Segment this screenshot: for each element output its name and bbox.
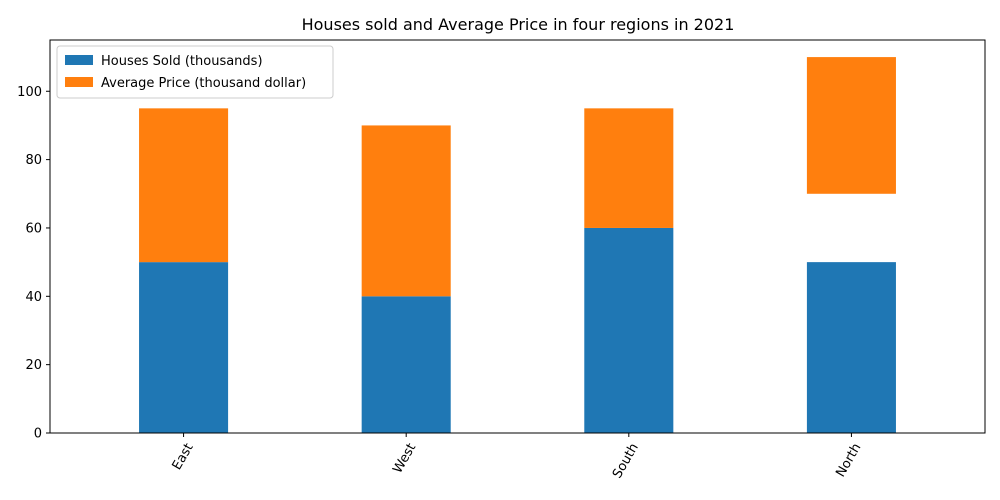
x-tick-label-north: North [833, 441, 864, 480]
legend-swatch-series2 [65, 77, 93, 87]
x-tick-label-south: South [610, 441, 642, 481]
legend: Houses Sold (thousands) Average Price (th… [56, 45, 334, 99]
y-tick-label: 40 [25, 290, 42, 305]
bar-series2-north [806, 57, 896, 194]
y-tick-label: 100 [17, 85, 42, 100]
legend-box [56, 45, 334, 99]
bar-series1-north [806, 262, 896, 433]
bar-series1-east [139, 262, 229, 433]
legend-label-series2: Average Price (thousand dollar) [101, 76, 306, 91]
bar-series1-west [361, 296, 451, 433]
bar-series1-south [584, 227, 674, 433]
x-tick-label-east: East [170, 441, 197, 473]
y-tick-label: 80 [25, 153, 42, 168]
bars-layer [139, 57, 896, 433]
y-tick-label: 60 [25, 221, 42, 236]
chart-title: Houses sold and Average Price in four re… [302, 15, 735, 34]
plot-frame [49, 39, 986, 434]
bar-series2-west [361, 125, 451, 297]
bar-series2-east [139, 108, 229, 263]
bar-series2-south [584, 108, 674, 228]
legend-swatch-series1 [65, 55, 93, 65]
legend-label-series1: Houses Sold (thousands) [101, 54, 263, 69]
axes-layer: 0 20 40 60 80 100 East West South North [17, 39, 986, 481]
y-tick-label: 0 [34, 427, 42, 442]
y-tick-label: 20 [25, 358, 42, 373]
x-tick-label-west: West [390, 441, 419, 476]
